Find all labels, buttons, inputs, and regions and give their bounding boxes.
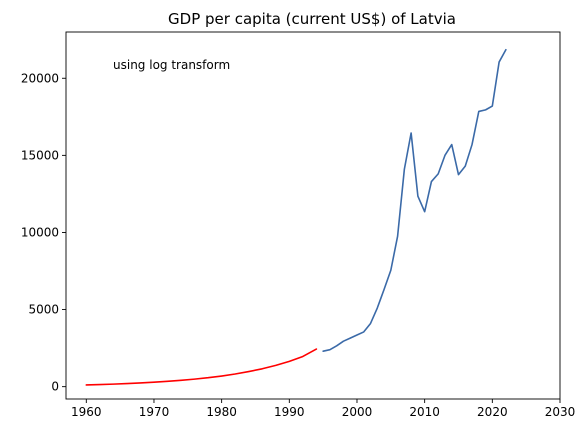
x-tick-label: 2000: [342, 405, 373, 419]
plot-area: 1960 1970 1980 1990 2000 2010 2020 2030 0 5000 100…: [21, 31, 576, 419]
series-line-observed: [322, 48, 507, 353]
y-tick-label: 5000: [28, 303, 59, 317]
x-tick-label: 2030: [545, 405, 576, 419]
axes-frame: [65, 31, 561, 400]
x-tick-label: 2010: [409, 405, 440, 419]
y-tick-label: 15000: [21, 148, 59, 162]
y-tick-label: 10000: [21, 225, 59, 239]
series-line-modeled: [85, 348, 318, 386]
x-tick-label: 1990: [274, 405, 305, 419]
x-tick-label: 2020: [477, 405, 508, 419]
x-tick-label: 1980: [206, 405, 237, 419]
x-tick-label: 1970: [139, 405, 170, 419]
chart-title: GDP per capita (current US$) of Latvia: [168, 10, 456, 28]
y-tick-label: 20000: [21, 71, 59, 85]
x-tick-label: 1960: [71, 405, 102, 419]
chart-annotation: using log transform: [113, 58, 230, 72]
y-tick-label: 0: [51, 380, 59, 394]
